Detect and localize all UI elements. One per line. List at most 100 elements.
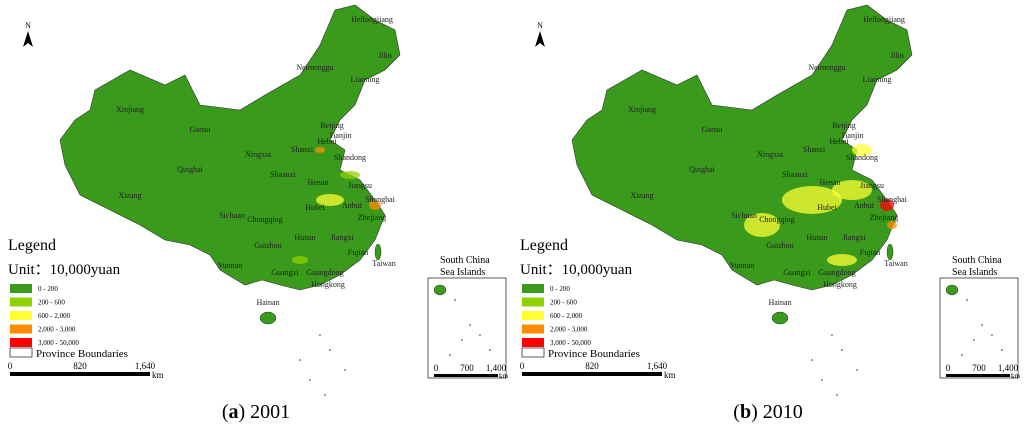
province-label: Heilongjiang xyxy=(863,15,905,24)
map-panel: Heilongjiang Jilin Liaoning Neimenggu Xinjia… xyxy=(8,4,509,423)
legend-unit: Unit：10,000yuan xyxy=(520,262,633,278)
island-dot xyxy=(299,359,301,361)
caption-part: ) 2010 xyxy=(751,401,803,423)
province-label: Shanxi xyxy=(291,145,314,154)
inset-scale-bar xyxy=(946,374,1010,377)
island-dot xyxy=(841,349,843,351)
inset-scale-label: 700 xyxy=(972,363,986,373)
north-label: N xyxy=(537,21,543,30)
legend-label: 200 - 600 xyxy=(550,299,577,307)
density-patch xyxy=(315,147,325,153)
island-dot xyxy=(329,349,331,351)
province-label: Yunnan xyxy=(218,261,242,270)
legend-label: 0 - 200 xyxy=(38,285,58,293)
province-label: Qinghai xyxy=(689,165,716,174)
inset-island xyxy=(945,284,959,296)
caption-part: a xyxy=(229,401,239,423)
province-label: Yunnan xyxy=(730,261,754,270)
province-label: Chongqing xyxy=(247,215,283,224)
north-label: N xyxy=(25,21,31,30)
province-label: Hainan xyxy=(768,298,791,307)
island-dot xyxy=(319,334,321,336)
legend-label: 200 - 600 xyxy=(38,299,65,307)
province-label: Guangxi xyxy=(271,268,299,277)
north-arrow xyxy=(535,31,545,47)
province-label: Guangxi xyxy=(783,268,811,277)
scale-unit: km xyxy=(152,370,164,380)
scale-unit: km xyxy=(664,370,676,380)
province-label: Gansu xyxy=(190,125,210,134)
caption: (a) 2001 xyxy=(222,401,290,423)
province-label: Ningxia xyxy=(757,150,783,159)
province-label: Shandong xyxy=(334,153,366,162)
inset-frame xyxy=(427,277,507,379)
legend-swatch xyxy=(522,284,544,293)
legend-label: 0 - 200 xyxy=(550,285,570,293)
province-label: Hebei xyxy=(829,137,849,146)
province-label: Zhejiang xyxy=(870,213,898,222)
province-label: Anhui xyxy=(854,201,875,210)
province-label: Zhejiang xyxy=(358,213,386,222)
province-label: Hongkong xyxy=(311,280,345,289)
scale-bar xyxy=(522,372,662,376)
province-label: Jiangxi xyxy=(330,233,354,242)
province-label: Henan xyxy=(820,178,841,187)
inset-scale-unit: km xyxy=(1011,372,1021,380)
china-map xyxy=(59,4,401,291)
legend-swatch xyxy=(522,338,544,347)
density-patch xyxy=(887,221,897,229)
legend-label: 3,000 - 50,000 xyxy=(38,339,79,347)
inset-title: Sea Islands xyxy=(952,267,997,278)
taiwan xyxy=(886,243,894,261)
density-patch xyxy=(369,200,381,210)
province-label: Fujian xyxy=(348,248,368,257)
island-dot xyxy=(831,334,833,336)
inset-title: South China xyxy=(952,255,1002,266)
inset-dot xyxy=(981,324,983,326)
province-label: Hongkong xyxy=(823,280,857,289)
province-label: Jiangsu xyxy=(860,181,884,190)
province-label: Hainan xyxy=(256,298,279,307)
island-dot xyxy=(821,379,823,381)
province-label: Heilongjiang xyxy=(351,15,393,24)
province-label: Gansu xyxy=(702,125,722,134)
province-label: Hubei xyxy=(305,203,325,212)
scale-label: 820 xyxy=(585,361,599,371)
island-dot xyxy=(344,369,346,371)
density-patch xyxy=(852,144,872,156)
province-label: Shaanxi xyxy=(782,170,809,179)
scale-label: 1,640 xyxy=(647,361,668,371)
inset-dot xyxy=(1001,349,1003,351)
inset-dot xyxy=(449,354,451,356)
density-patch xyxy=(782,186,842,214)
boundary-label: Province Boundaries xyxy=(36,348,128,360)
taiwan xyxy=(374,243,382,261)
density-patch xyxy=(744,213,780,237)
province-label: Xizang xyxy=(118,191,141,200)
caption: (b) 2010 xyxy=(733,401,802,423)
province-label: Taiwan xyxy=(884,259,907,268)
province-label: Liaoning xyxy=(863,75,892,84)
legend-title: Legend xyxy=(520,237,568,254)
inset-dot xyxy=(973,339,975,341)
legend-swatch xyxy=(10,324,32,334)
legend-label: 3,000 - 50,000 xyxy=(550,339,591,347)
legend-swatch xyxy=(522,324,544,334)
scale-label: 0 xyxy=(8,361,13,371)
province-label: Tianjin xyxy=(841,131,864,140)
legend-swatch xyxy=(10,297,32,307)
island-dot xyxy=(324,394,326,396)
province-label: Sichuan xyxy=(219,211,245,220)
province-label: Taiwan xyxy=(372,259,395,268)
density-patch xyxy=(832,180,872,200)
province-label: Tianjin xyxy=(329,131,352,140)
province-label: Jilin xyxy=(890,51,904,60)
inset-dot xyxy=(454,299,456,301)
legend-swatch xyxy=(10,284,32,293)
scale-bar xyxy=(10,372,150,376)
province-label: Hunan xyxy=(806,233,827,242)
north-arrow xyxy=(23,31,33,47)
hainan xyxy=(259,311,277,325)
province-label: Jilin xyxy=(378,51,392,60)
